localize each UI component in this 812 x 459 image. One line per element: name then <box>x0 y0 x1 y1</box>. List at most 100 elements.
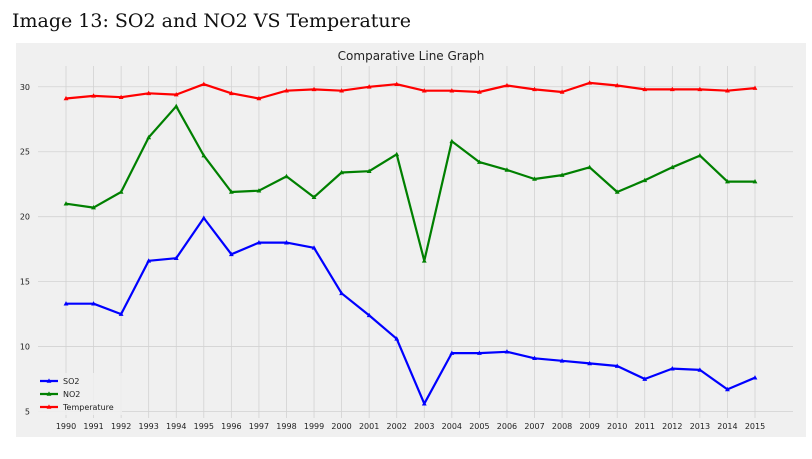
y-tick-label: 30 <box>20 83 30 92</box>
data-point-temperature <box>697 86 703 92</box>
data-point-so2 <box>339 290 344 296</box>
data-point-no2 <box>587 164 593 170</box>
x-tick-label: 1991 <box>83 422 103 431</box>
legend-label: NO2 <box>63 390 80 399</box>
data-point-temperature <box>642 86 648 92</box>
data-point-no2 <box>697 153 703 158</box>
data-point-temperature <box>339 88 344 93</box>
data-point-no2 <box>394 151 400 157</box>
data-point-no2 <box>725 179 730 184</box>
data-point-so2 <box>697 367 703 372</box>
x-tick-label: 1993 <box>139 422 159 431</box>
data-point-so2 <box>725 386 730 392</box>
data-point-so2 <box>504 349 510 354</box>
data-point-no2 <box>228 189 234 194</box>
data-point-no2 <box>477 159 482 164</box>
y-tick-label: 5 <box>25 408 30 417</box>
data-point-no2 <box>173 103 179 109</box>
x-tick-label: 1998 <box>276 422 296 431</box>
x-tick-label: 2005 <box>469 422 489 431</box>
data-point-temperature <box>228 90 234 96</box>
data-point-no2 <box>91 204 96 210</box>
x-tick-label: 2004 <box>442 422 462 431</box>
data-point-no2 <box>669 164 675 170</box>
data-point-temperature <box>477 89 482 94</box>
data-point-temperature <box>91 93 96 98</box>
data-point-no2 <box>256 188 262 193</box>
x-tick-label: 1996 <box>221 422 241 431</box>
data-point-so2 <box>669 366 675 371</box>
data-point-so2 <box>642 376 648 381</box>
legend-label: Temperature <box>62 403 114 412</box>
data-point-no2 <box>642 177 648 183</box>
y-tick-label: 20 <box>20 213 30 222</box>
series-line-so2 <box>66 216 756 405</box>
data-point-so2 <box>752 375 758 380</box>
legend-marker <box>46 404 52 409</box>
data-point-so2 <box>394 336 400 341</box>
x-tick-label: 1995 <box>194 422 214 431</box>
data-point-no2 <box>63 201 69 206</box>
data-point-temperature <box>725 88 730 93</box>
data-point-so2 <box>587 360 593 366</box>
legend-marker <box>46 378 52 383</box>
x-tick-label: 2003 <box>414 422 434 431</box>
data-point-so2 <box>146 258 152 263</box>
data-point-temperature <box>311 86 317 92</box>
data-point-so2 <box>173 255 179 261</box>
x-tick-label: 2001 <box>359 422 379 431</box>
data-point-no2 <box>118 189 124 194</box>
x-tick-label: 2002 <box>387 422 407 431</box>
data-point-no2 <box>366 168 372 174</box>
data-point-so2 <box>559 358 565 363</box>
x-tick-label: 2007 <box>524 422 544 431</box>
data-point-no2 <box>532 176 537 181</box>
data-point-no2 <box>752 179 758 184</box>
data-point-so2 <box>228 251 234 257</box>
data-point-so2 <box>449 350 455 355</box>
x-tick-label: 2011 <box>635 422 655 431</box>
data-point-so2 <box>91 301 96 306</box>
data-point-temperature <box>63 95 69 101</box>
data-point-so2 <box>366 312 372 318</box>
data-point-no2 <box>201 153 207 158</box>
data-point-no2 <box>449 138 455 144</box>
chart-title: Comparative Line Graph <box>338 49 485 63</box>
data-point-no2 <box>504 167 510 172</box>
series-line-temperature <box>65 81 756 100</box>
figure-background <box>16 43 806 437</box>
data-point-temperature <box>146 90 152 96</box>
x-tick-label: 2012 <box>662 422 682 431</box>
x-tick-label: 1994 <box>166 422 186 431</box>
grid-lines <box>38 66 793 418</box>
data-point-temperature <box>752 85 758 90</box>
x-tick-label: 2006 <box>497 422 517 431</box>
data-point-no2 <box>421 258 427 263</box>
legend-marker <box>46 391 52 396</box>
data-point-so2 <box>421 401 427 406</box>
legend: SO2 NO2 Temperature <box>36 373 122 415</box>
page-heading: Image 13: SO2 and NO2 VS Temperature <box>12 10 411 32</box>
data-point-so2 <box>532 355 537 361</box>
data-point-so2 <box>118 311 124 316</box>
data-point-no2 <box>284 173 289 179</box>
data-point-temperature <box>394 81 400 86</box>
data-point-temperature <box>559 89 565 94</box>
x-tick-label: 2009 <box>579 422 599 431</box>
data-point-temperature <box>173 91 179 97</box>
data-point-temperature <box>201 81 207 86</box>
data-point-temperature <box>504 82 510 88</box>
data-point-so2 <box>614 363 620 368</box>
data-point-no2 <box>559 172 565 177</box>
data-point-temperature <box>421 88 427 93</box>
data-point-no2 <box>614 189 620 194</box>
data-point-so2 <box>284 240 289 245</box>
x-tick-label: 1992 <box>111 422 131 431</box>
data-point-so2 <box>201 215 207 220</box>
x-tick-label: 2014 <box>717 422 737 431</box>
data-point-so2 <box>477 350 482 355</box>
x-tick-label: 2008 <box>552 422 572 431</box>
data-point-temperature <box>532 86 537 92</box>
y-tick-label: 25 <box>20 148 30 157</box>
